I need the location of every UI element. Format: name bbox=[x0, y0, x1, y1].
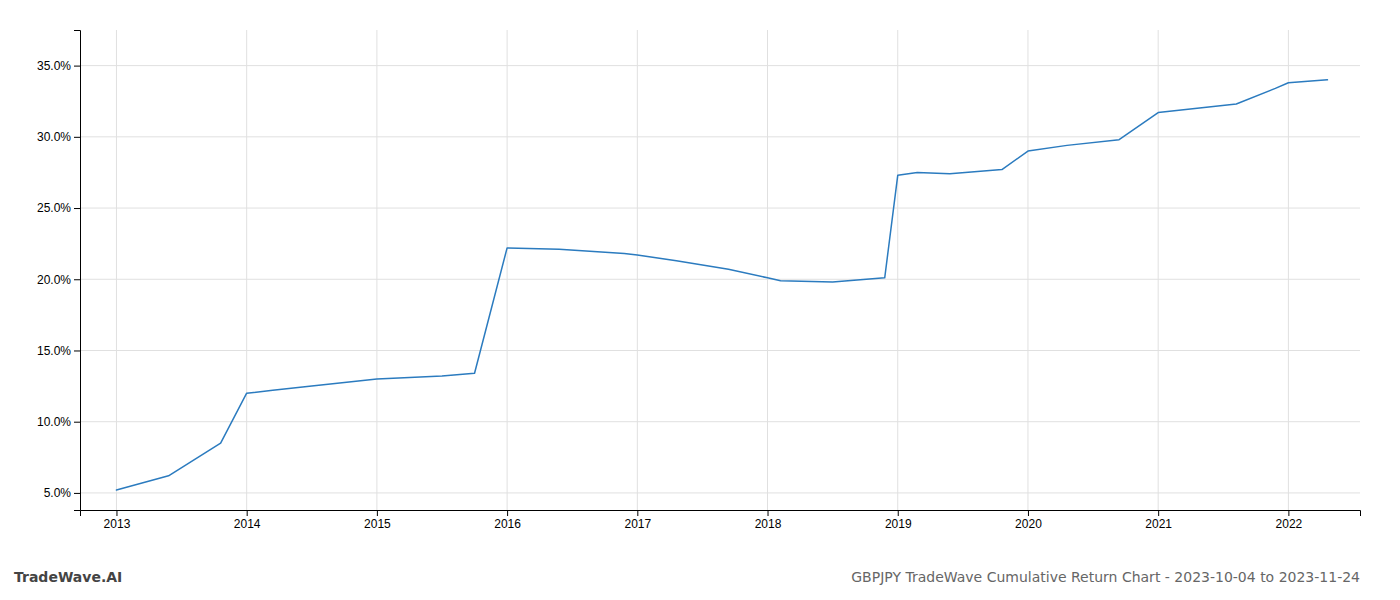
chart: 2013 2014 2015 2016 2017 2018 2019 2020 2021 2022… bbox=[0, 0, 1400, 600]
grid bbox=[80, 30, 1360, 510]
x-grid-line bbox=[897, 30, 898, 510]
y-grid-line bbox=[80, 208, 1360, 209]
y-tick-label: 5.0% bbox=[44, 486, 72, 500]
x-grid-line bbox=[376, 30, 377, 510]
x-tick: 2019 bbox=[885, 510, 912, 531]
y-tick: 35.0% bbox=[37, 59, 80, 73]
y-grid-line bbox=[80, 65, 1360, 66]
y-grid-line bbox=[80, 279, 1360, 280]
y-grid-line bbox=[80, 421, 1360, 422]
y-tick-label: 30.0% bbox=[37, 130, 71, 144]
x-tick-label: 2022 bbox=[1276, 517, 1303, 531]
x-tick-label: 2013 bbox=[104, 517, 131, 531]
y-tick-mark bbox=[74, 279, 80, 280]
x-axis: 2013 2014 2015 2016 2017 2018 2019 2020 2021 2022 bbox=[81, 510, 1361, 531]
x-tick-mark bbox=[898, 510, 899, 516]
y-tick: 5.0% bbox=[44, 486, 80, 500]
y-tick-mark bbox=[74, 208, 80, 209]
y-grid-line bbox=[80, 136, 1360, 137]
x-tick-mark bbox=[507, 510, 508, 516]
x-tick-mark bbox=[377, 510, 378, 516]
x-tick-label: 2016 bbox=[494, 517, 521, 531]
x-tick: 2021 bbox=[1145, 510, 1172, 531]
x-tick-label: 2019 bbox=[885, 517, 912, 531]
x-tick: 2020 bbox=[1015, 510, 1042, 531]
x-tick-label: 2014 bbox=[234, 517, 261, 531]
line bbox=[116, 80, 1327, 490]
x-tick: 2013 bbox=[104, 510, 131, 531]
y-axis: 5.0% 10.0% 15.0% 20.0% 25.0% 30.0% 35.0% bbox=[37, 31, 81, 511]
x-tick-mark bbox=[1158, 510, 1159, 516]
x-tick: 2015 bbox=[364, 510, 391, 531]
y-tick-label: 10.0% bbox=[37, 415, 71, 429]
y-tick-mark bbox=[74, 137, 80, 138]
x-tick-label: 2018 bbox=[755, 517, 782, 531]
y-tick-mark bbox=[74, 422, 80, 423]
x-grid-line bbox=[1288, 30, 1289, 510]
x-tick-label: 2015 bbox=[364, 517, 391, 531]
x-grid-line bbox=[246, 30, 247, 510]
y-tick-label: 20.0% bbox=[37, 273, 71, 287]
x-tick-mark bbox=[768, 510, 769, 516]
x-tick-mark bbox=[1028, 510, 1029, 516]
y-tick-mark bbox=[74, 350, 80, 351]
y-tick-label: 35.0% bbox=[37, 59, 71, 73]
x-tick-label: 2021 bbox=[1145, 517, 1172, 531]
x-grid-line bbox=[507, 30, 508, 510]
y-tick: 30.0% bbox=[37, 130, 80, 144]
x-tick-mark bbox=[247, 510, 248, 516]
x-tick: 2017 bbox=[624, 510, 651, 531]
y-grid-line bbox=[80, 350, 1360, 351]
x-grid-line bbox=[1158, 30, 1159, 510]
x-grid-line bbox=[116, 30, 117, 510]
title: GBPJPY TradeWave Cumulative Return Chart… bbox=[851, 569, 1360, 585]
y-tick-mark bbox=[74, 66, 80, 67]
x-grid-line bbox=[767, 30, 768, 510]
x-grid-line bbox=[1027, 30, 1028, 510]
plot-area bbox=[116, 80, 1327, 490]
y-tick: 20.0% bbox=[37, 273, 80, 287]
x-tick-mark bbox=[1288, 510, 1289, 516]
y-axis-line bbox=[74, 31, 81, 511]
annotation: TradeWave.AI bbox=[14, 569, 122, 585]
x-tick: 2016 bbox=[494, 510, 521, 531]
y-tick-label: 25.0% bbox=[37, 201, 71, 215]
x-tick-mark bbox=[116, 510, 117, 516]
y-tick: 25.0% bbox=[37, 201, 80, 215]
x-tick: 2014 bbox=[234, 510, 261, 531]
y-tick-label: 15.0% bbox=[37, 344, 71, 358]
x-tick-label: 2017 bbox=[624, 517, 651, 531]
x-tick: 2022 bbox=[1276, 510, 1303, 531]
x-axis-line bbox=[81, 511, 1361, 517]
x-tick: 2018 bbox=[755, 510, 782, 531]
x-tick-mark bbox=[637, 510, 638, 516]
x-tick-label: 2020 bbox=[1015, 517, 1042, 531]
y-grid-line bbox=[80, 492, 1360, 493]
x-grid-line bbox=[637, 30, 638, 510]
y-tick-mark bbox=[74, 493, 80, 494]
y-tick: 10.0% bbox=[37, 415, 80, 429]
y-tick: 15.0% bbox=[37, 344, 80, 358]
